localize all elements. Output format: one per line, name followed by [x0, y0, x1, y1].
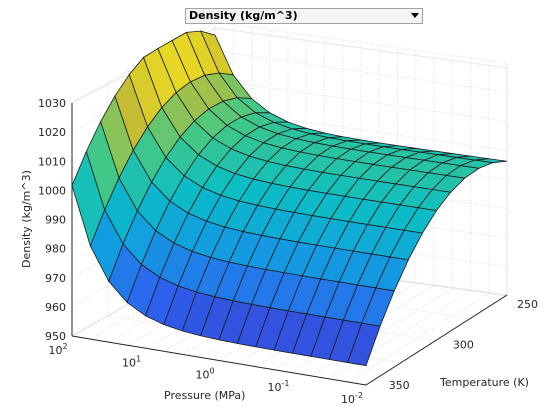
axis-lines: [71, 103, 508, 386]
z-tick-labels: 950 960 970 980 990 1000 1010 1020 1030: [38, 97, 66, 343]
x-tick-label: 100: [195, 367, 214, 382]
z-tick-label: 1020: [38, 126, 66, 139]
z-tick-label: 950: [45, 330, 66, 343]
z-tick-label: 970: [45, 272, 66, 285]
y-tick-label: 350: [389, 379, 410, 392]
z-tick-label: 990: [45, 214, 66, 227]
z-tick-label: 1030: [38, 97, 66, 110]
x-tick-label: 102: [48, 342, 67, 357]
z-tick-label: 1010: [38, 155, 66, 168]
y-axis-title: Temperature (K): [439, 376, 529, 389]
density-surface: [71, 30, 508, 367]
dropdown-selected-value: Density (kg/m^3): [189, 9, 298, 22]
y-tick-label: 250: [517, 298, 538, 311]
property-dropdown[interactable]: Density (kg/m^3): [185, 8, 423, 24]
z-tick-label: 980: [45, 243, 66, 256]
x-tick-label: 10-1: [268, 379, 290, 394]
x-tick-label: 101: [122, 354, 141, 369]
z-tick-label: 1000: [38, 184, 66, 197]
z-axis-title: Density (kg/m^3): [20, 170, 33, 268]
chevron-down-icon: [411, 13, 419, 18]
x-axis-title: Pressure (MPa): [164, 389, 245, 402]
z-tick-label: 960: [45, 301, 66, 314]
y-tick-labels: 250 300 350: [389, 298, 538, 392]
y-tick-label: 300: [453, 338, 474, 351]
surface-patch: [347, 322, 381, 367]
x-tick-label: 10-2: [341, 391, 363, 406]
